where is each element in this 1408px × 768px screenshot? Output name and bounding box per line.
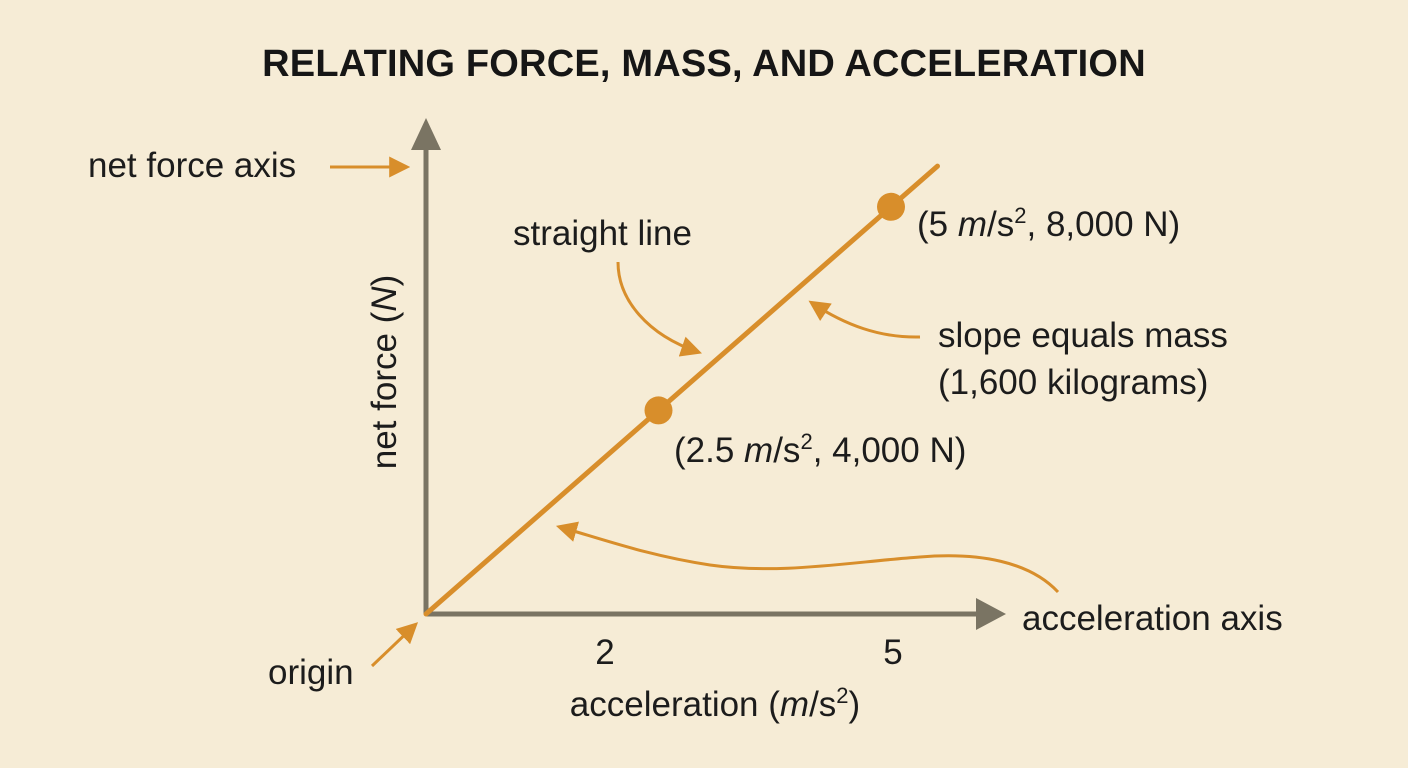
x-tick-label-2: 2	[595, 633, 614, 672]
x-axis-label: acceleration (m/s2)	[570, 683, 860, 724]
arrow-acceleration-axis	[555, 521, 1060, 594]
x-tick-label-5: 5	[883, 633, 902, 672]
point-label-low: (2.5 m/s2, 4,000 N)	[674, 429, 966, 470]
chart-title: RELATING FORCE, MASS, AND ACCELERATION	[262, 43, 1146, 85]
annotation-net-force-axis: net force axis	[88, 146, 296, 185]
annotation-slope-line2: (1,600 kilograms)	[938, 363, 1208, 402]
data-point-1	[644, 396, 673, 425]
point-label-high: (5 m/s2, 8,000 N)	[917, 203, 1180, 244]
y-axis-arrowhead	[411, 118, 441, 150]
arrow-slope	[808, 300, 921, 339]
data-point-2	[877, 192, 905, 221]
annotation-origin: origin	[268, 653, 354, 692]
annotation-acceleration-axis: acceleration axis	[1022, 599, 1283, 638]
arrow-origin	[370, 622, 419, 668]
x-axis-arrowhead	[976, 598, 1006, 630]
plot-area	[423, 163, 940, 617]
axes	[411, 118, 1006, 630]
series-line	[423, 163, 940, 617]
arrow-straight-line	[616, 261, 702, 357]
annotation-straight-line: straight line	[513, 214, 692, 253]
y-axis-label: net force (N)	[365, 275, 404, 470]
annotation-slope-line1: slope equals mass	[938, 316, 1228, 355]
